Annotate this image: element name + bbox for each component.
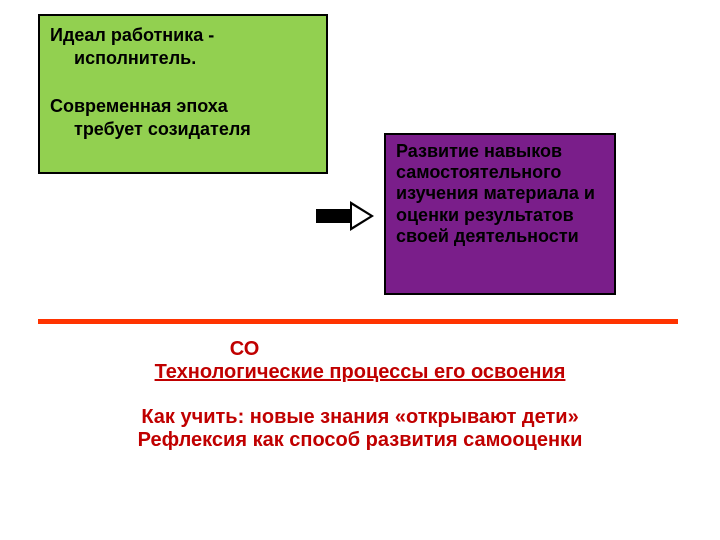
green-line2: Современная эпоха	[50, 95, 316, 118]
arrow-shaft	[316, 209, 352, 223]
green-line1: Идеал работника -	[50, 24, 316, 47]
divider-line	[38, 319, 678, 324]
tech-processes-line: Технологические процессы его освоения	[0, 361, 720, 384]
co-rest: держание образования	[259, 338, 490, 360]
skills-development-box: Развитие навыков самостоятельного изучен…	[384, 133, 616, 295]
green-line2b: требует созидателя	[74, 118, 316, 141]
purple-text: Развитие навыков самостоятельного изучен…	[396, 141, 604, 247]
co-prefix: СО	[230, 338, 259, 360]
how-to-teach-line: Как учить: новые знания «открывают дети»	[0, 406, 720, 429]
content-title-line: СОдержание образования	[0, 338, 720, 361]
reflection-line: Рефлексия как способ развития самооценки	[0, 429, 720, 452]
arrow-icon	[316, 201, 384, 231]
arrow-head-inner	[352, 205, 370, 227]
bottom-text-block: СОдержание образования Технологические п…	[0, 338, 720, 452]
ideal-worker-box: Идеал работника - исполнитель. Современн…	[38, 14, 328, 174]
green-line1b: исполнитель.	[74, 47, 316, 70]
